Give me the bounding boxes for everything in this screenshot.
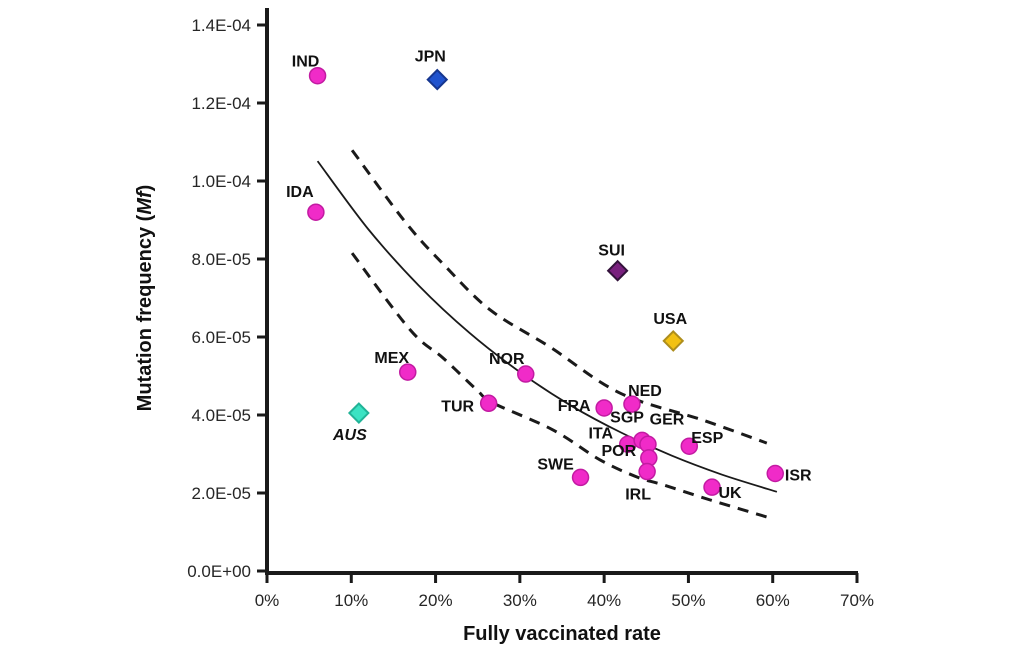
x-tick-label: 70%	[840, 591, 874, 610]
x-tick-label: 10%	[334, 591, 368, 610]
x-axis-title: Fully vaccinated rate	[463, 623, 661, 645]
data-point-label-FRA: FRA	[558, 398, 591, 415]
data-point-label-AUS: AUS	[332, 427, 367, 444]
x-tick-label: 0%	[255, 591, 280, 610]
data-point-label-ISR: ISR	[785, 468, 812, 485]
x-tick-label: 20%	[419, 591, 453, 610]
x-tick-label: 40%	[587, 591, 621, 610]
data-point-label-SUI: SUI	[598, 243, 625, 260]
data-point-JPN	[426, 68, 449, 91]
data-point-UK	[703, 478, 721, 496]
data-point-FRA	[595, 399, 613, 417]
y-tick-label: 2.0E-05	[191, 484, 251, 503]
y-tick-label: 0.0E+00	[187, 562, 251, 581]
data-point-label-IDA: IDA	[286, 184, 314, 201]
data-point-label-ESP: ESP	[691, 430, 723, 447]
data-point-label-ITA: ITA	[588, 425, 613, 442]
data-point-MEX	[399, 363, 417, 381]
x-tick-label: 30%	[503, 591, 537, 610]
y-axis-title: Mutation frequency (Mf)	[134, 185, 156, 412]
x-tick-label: 60%	[756, 591, 790, 610]
data-point-IDA	[307, 203, 325, 221]
data-point-label-JPN: JPN	[415, 49, 446, 66]
y-tick-label: 8.0E-05	[191, 250, 251, 269]
data-point-label-NOR: NOR	[489, 351, 525, 368]
data-point-IRL	[638, 462, 656, 481]
upper-confidence-band	[350, 149, 768, 445]
data-point-IND	[308, 66, 327, 85]
data-point-label-UK: UK	[718, 485, 742, 502]
y-tick-label: 1.4E-04	[191, 16, 251, 35]
data-point-AUS	[347, 402, 370, 424]
data-point-label-SGP: SGP	[610, 409, 644, 426]
y-tick-label: 1.2E-04	[191, 94, 251, 113]
data-point-USA	[662, 329, 685, 352]
y-tick-label: 1.0E-04	[191, 172, 251, 191]
data-point-label-IRL: IRL	[625, 487, 651, 504]
data-point-label-GER: GER	[650, 411, 685, 428]
data-point-SWE	[571, 468, 590, 487]
data-point-label-NED: NED	[628, 383, 662, 400]
data-point-SUI	[606, 259, 629, 282]
data-point-NED	[623, 395, 641, 413]
y-tick-label: 4.0E-05	[191, 406, 251, 425]
data-point-NOR	[517, 365, 535, 383]
data-point-ISR	[766, 464, 784, 483]
y-tick-label: 6.0E-05	[191, 328, 251, 347]
data-point-label-POR: POR	[601, 443, 636, 460]
data-point-label-MEX: MEX	[374, 350, 409, 367]
data-point-label-USA: USA	[653, 311, 687, 328]
lower-confidence-band	[350, 252, 771, 520]
x-tick-label: 50%	[671, 591, 705, 610]
data-point-label-SWE: SWE	[537, 456, 574, 473]
data-point-TUR	[479, 394, 498, 413]
data-point-ESP	[680, 437, 699, 455]
data-point-label-TUR: TUR	[441, 398, 474, 415]
data-point-label-IND: IND	[292, 54, 320, 71]
